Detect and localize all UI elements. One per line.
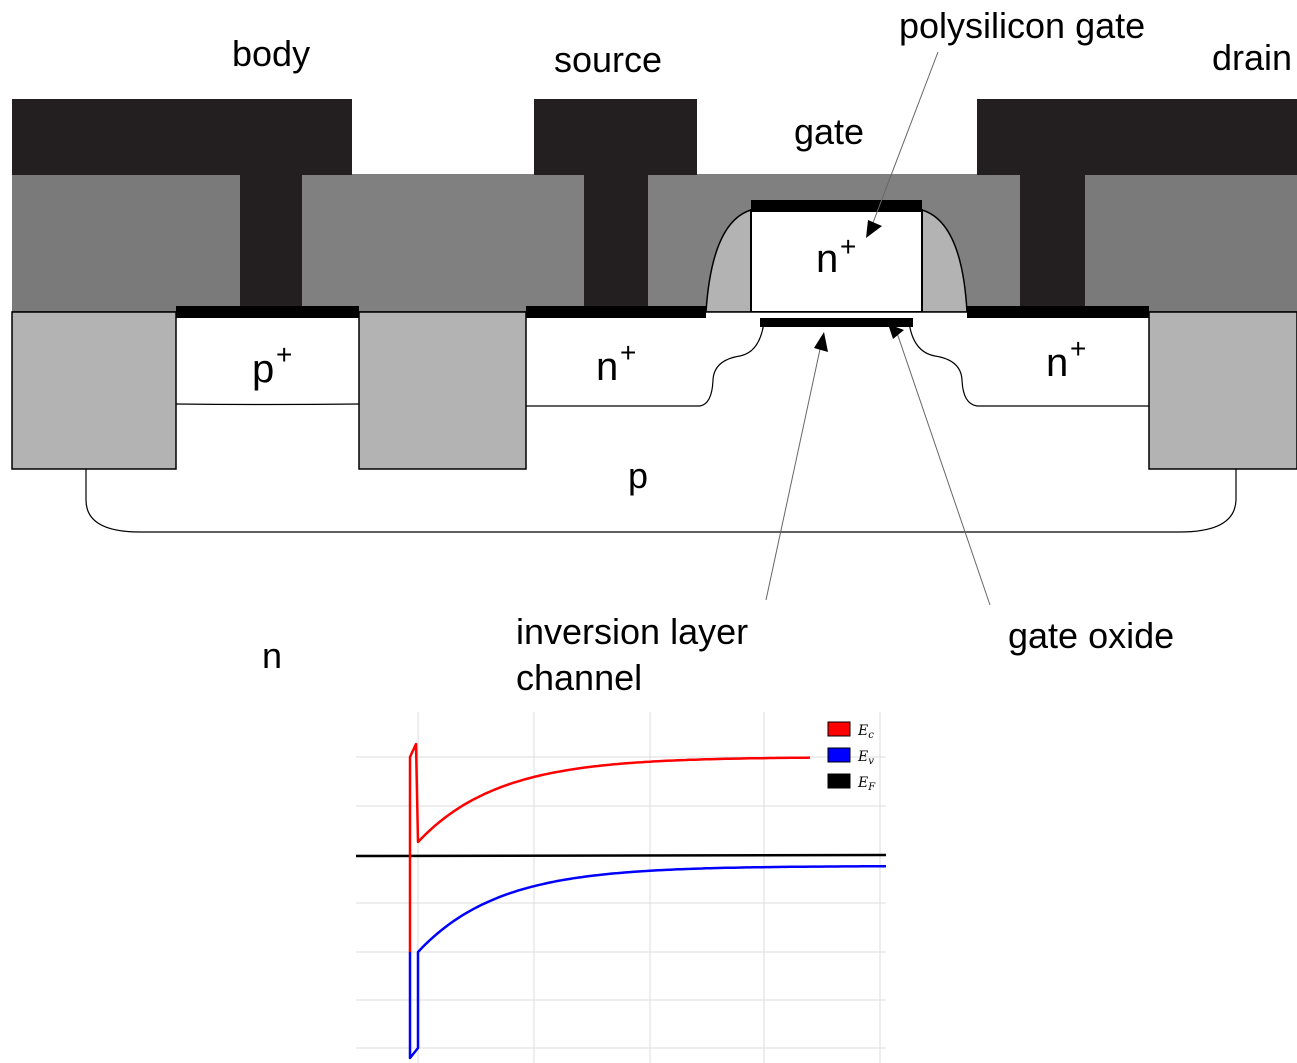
dielectric-left — [12, 174, 240, 312]
isolation-trench-middle — [359, 312, 526, 469]
source-via — [584, 174, 648, 308]
band-diagram-curves — [356, 744, 886, 1058]
p-plus-label: p — [252, 347, 274, 391]
legend-swatch-ef — [828, 774, 850, 788]
channel-label: channel — [516, 657, 642, 698]
gate-label: gate — [794, 111, 864, 152]
mosfet-cross-section — [12, 52, 1297, 690]
gate-silicide — [751, 200, 922, 212]
gate-n-plus-superscript: + — [840, 231, 856, 262]
p-plus-superscript: + — [276, 339, 292, 370]
p-plus-junction — [176, 404, 359, 405]
legend-label-ev: Ev — [857, 749, 874, 767]
legend-swatch-ev — [828, 748, 850, 762]
drain-n-plus-superscript: + — [1070, 333, 1086, 364]
legend-label-ef: EF — [857, 775, 876, 793]
conduction-band-line — [410, 744, 810, 952]
legend-swatch-ec — [828, 722, 850, 736]
source-n-plus-label: n — [596, 345, 618, 389]
gate-n-plus-label: n — [816, 237, 838, 281]
legend-label-ec: Ec — [857, 723, 874, 741]
p-plus-silicide — [176, 306, 359, 318]
fermi-level-line — [356, 855, 886, 856]
drain-n-plus-label: n — [1046, 341, 1068, 385]
n-substrate-label: n — [262, 635, 282, 676]
source-label: source — [554, 39, 662, 80]
band-diagram: Ec Ev EF — [356, 712, 886, 1063]
gate-oxide-label: gate oxide — [1008, 615, 1174, 656]
source-n-plus-superscript: + — [620, 337, 636, 368]
p-well-label: p — [628, 455, 648, 496]
dielectric-right — [1085, 174, 1297, 312]
inversion-layer-label: inversion layer — [516, 611, 748, 652]
source-metal-contact — [534, 99, 697, 175]
polysilicon-gate-label: polysilicon gate — [899, 5, 1145, 46]
isolation-trench-left — [12, 312, 176, 469]
drain-label: drain — [1212, 37, 1292, 78]
isolation-trench-right — [1149, 312, 1297, 469]
body-metal-contact — [12, 99, 352, 175]
drain-silicide — [967, 306, 1149, 318]
body-label: body — [232, 33, 310, 74]
source-silicide — [526, 306, 706, 318]
drain-metal-contact — [977, 99, 1297, 175]
valence-band-line — [410, 866, 886, 1058]
body-via — [240, 174, 302, 308]
drain-via — [1020, 174, 1085, 306]
